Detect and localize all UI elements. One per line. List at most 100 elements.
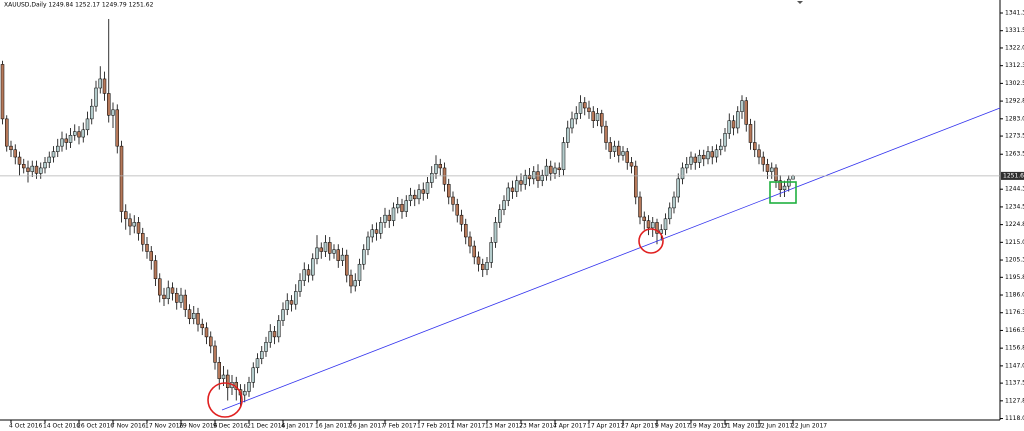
candle-body [638,196,642,218]
y-tick-label: 1341.30 [1005,9,1024,16]
candle-body [64,138,68,143]
candle-body [243,391,247,396]
candle-body [311,258,315,276]
candle-body [608,142,612,152]
x-tick-label: 9 May 2017 [655,423,690,430]
candle-body [149,251,153,261]
x-tick-label: 4 Jan 2017 [281,423,313,430]
candle-body [468,236,472,247]
candle-body [128,218,132,227]
candle-body [119,145,124,212]
candle-body [13,149,17,158]
candle-body [744,100,748,125]
candle-body [209,336,213,347]
candle-body [761,156,765,165]
candle-body [600,113,604,127]
candle-body [481,263,485,270]
candle-body [272,331,277,338]
candle-body [485,262,489,270]
candle-body [0,64,5,120]
candle-body [132,222,136,227]
candle-body [298,280,302,292]
candle-body [629,162,634,167]
candle-body [544,165,549,176]
candle-body [162,294,166,299]
candle-body [268,331,272,343]
candle-body [753,142,757,151]
candle-body [757,149,761,158]
candle-body [374,229,379,234]
candle-body [264,342,268,352]
candle-body [723,133,727,147]
candle-body [289,300,294,305]
candle-body [634,165,638,198]
candle-body [247,382,251,392]
candle-body [404,200,408,212]
candle-body [60,138,64,147]
candle-body [145,243,149,252]
x-tick-label: 13 Mar 2017 [485,423,523,430]
candle-body [510,187,515,192]
y-tick-label: 1234.55 [1005,203,1024,210]
candle-body [204,327,209,338]
candle-body [421,189,425,194]
candle-body [323,242,328,252]
candle-body [328,242,332,254]
candle-body [714,149,719,158]
candle-body [141,233,145,245]
candle-body [85,118,90,131]
candle-body [770,167,774,172]
highlight-box [769,181,797,204]
x-tick-label: 26 Oct 2016 [77,423,114,430]
candle-body [676,178,680,198]
x-tick-label: 14 Oct 2016 [43,423,80,430]
x-tick-label: 12 Jun 2017 [757,423,793,430]
candle-body [111,109,115,116]
candle-body [557,167,561,171]
candle-body [43,162,47,169]
y-tick-label: 1205.30 [1005,257,1024,264]
x-tick-label: 31 May 2017 [723,423,762,430]
y-tick-label: 1224.80 [1005,221,1024,228]
y-tick-label: 1273.55 [1005,133,1024,140]
candle-body [680,167,685,180]
candle-body [332,249,336,254]
candle-body [693,156,697,163]
candle-body [493,222,498,243]
candle-body [217,362,221,379]
candle-body [255,358,260,369]
candle-body [791,175,795,180]
candle-body [39,167,43,174]
candle-body [451,196,455,205]
candle-body [94,87,98,107]
candle-body [566,127,570,143]
x-tick-label: 4 Apr 2017 [553,423,586,430]
candle-body [523,174,527,185]
candle-body [396,204,400,209]
candle-body [646,220,651,229]
candle-body [540,174,544,181]
candle-body [68,134,73,143]
candle-body [102,78,107,94]
candle-body [213,345,217,363]
candle-body [26,167,30,172]
candle-body [489,242,493,263]
candle-body [306,269,311,276]
candle-body [73,131,77,136]
candle-body [5,118,9,147]
x-tick-label: 17 Feb 2017 [417,423,455,430]
x-tick-label: 17 Apr 2017 [587,423,624,430]
candle-body [425,182,430,194]
y-tick-label: 1331.55 [1005,27,1024,34]
y-tick-label: 1312.30 [1005,62,1024,69]
chart-title: XAUUSD,Daily 1249.84 1252.17 1249.79 125… [4,2,154,9]
candle-body [604,125,608,143]
candle-body [383,214,387,223]
candle-body [277,320,281,338]
x-tick-label: 21 Dec 2016 [247,423,286,430]
last-price-box [1001,171,1024,180]
candle-body [400,204,404,212]
y-tick-label: 1147.05 [1005,362,1024,369]
candle-body [81,129,85,138]
